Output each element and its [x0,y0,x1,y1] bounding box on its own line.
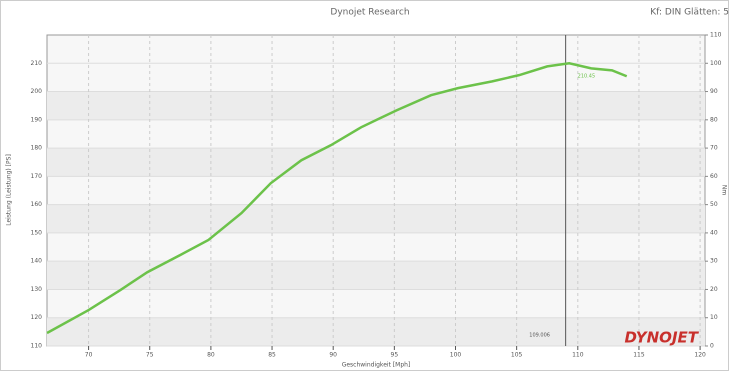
grid-band [47,148,705,177]
x-tick-label: 100 [450,352,462,359]
x-axis-label: Geschwindigkeit [Mph] [342,362,411,369]
x-tick-label: 95 [391,352,399,359]
y2-tick-label: 100 [710,60,722,67]
y-tick-label: 210 [31,60,43,67]
y2-tick-label: 110 [710,32,722,39]
y2-tick-label: 20 [710,286,718,293]
y-tick-label: 160 [31,201,43,208]
y-tick-label: 170 [31,173,43,180]
y-tick-label: 140 [31,258,43,265]
x-tick-label: 85 [268,352,276,359]
y2-tick-label: 60 [710,173,718,180]
header-right: Kf: DIN Glätten: 5 [650,8,729,18]
y-tick-label: 150 [31,229,43,236]
x-tick-label: 120 [694,352,706,359]
plot-area [46,34,706,347]
x-tick-label: 115 [633,352,645,359]
logo: DYNOJET [624,329,699,347]
y-axis-label: Leistung (Leistung) [PS] [6,154,13,226]
cursor-label: 109.006 [529,333,550,339]
y2-tick-label: 10 [710,314,718,321]
y-tick-label: 130 [31,286,43,293]
y-tick-label: 120 [31,314,43,321]
y2-tick-label: 30 [710,258,718,265]
peak-label: 210.45 [578,74,596,80]
y-tick-label: 110 [31,343,43,350]
x-tick-label: 70 [85,352,93,359]
x-tick-label: 105 [511,352,523,359]
y2-tick-label: 80 [710,116,718,123]
grid-band [47,261,705,290]
y-tick-label: 200 [31,88,43,95]
y2-tick-label: 50 [710,201,718,208]
y2-tick-label: 70 [710,145,718,152]
y-tick-label: 190 [31,116,43,123]
y2-tick-label: 40 [710,229,718,236]
x-tick-label: 90 [329,352,337,359]
x-tick-label: 110 [572,352,584,359]
grid-band [47,204,705,233]
y2-tick-label: 0 [710,343,714,350]
chart-title: Dynojet Research [330,8,409,18]
y-tick-label: 180 [31,145,43,152]
y2-tick-label: 90 [710,88,718,95]
y2-axis-label: Nm [721,185,728,195]
x-tick-label: 75 [146,352,154,359]
x-tick-label: 80 [207,352,215,359]
grid-band [47,317,705,346]
line [46,62,628,335]
grid-band [47,91,705,120]
